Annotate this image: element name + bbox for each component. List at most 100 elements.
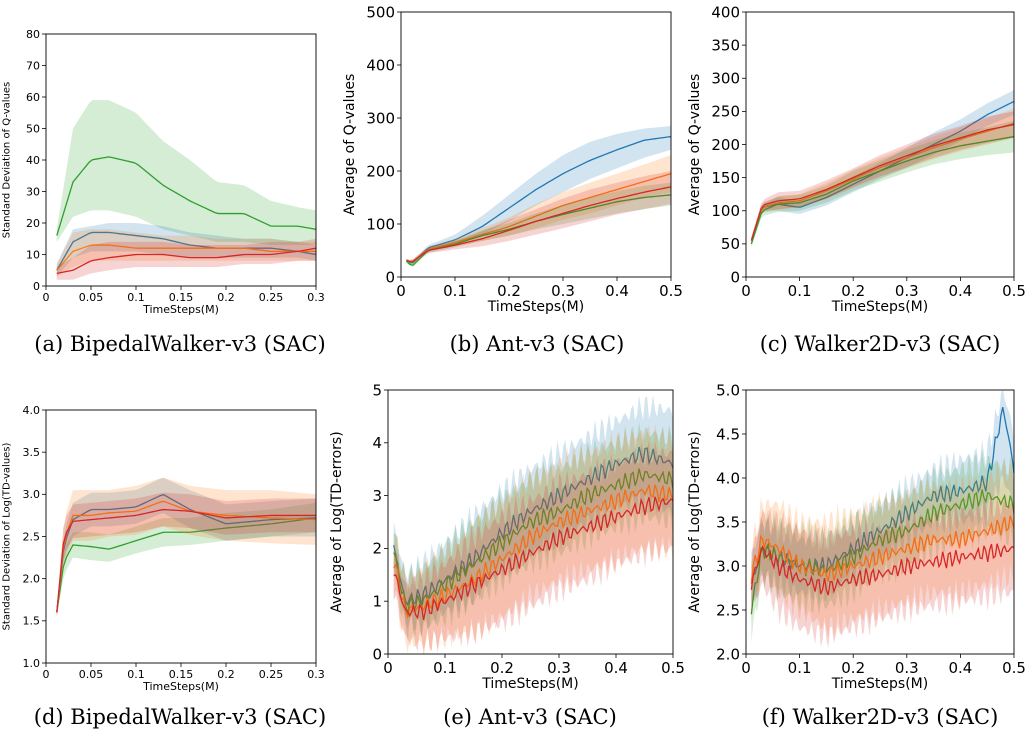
chart-d-line-1	[56, 494, 316, 613]
chart-e-band-0	[393, 394, 673, 637]
chart-b-ytick-label-3: 300	[366, 109, 395, 127]
chart-a-xtick-label-2: 0.1	[127, 291, 145, 304]
chart-d-caption: (d) BipedalWalker-v3 (SAC)	[33, 705, 327, 729]
chart-c-ytick-label-1: 50	[721, 235, 740, 253]
chart-b-xtick-label-4: 0.4	[605, 282, 629, 300]
chart-d-xtick-label-2: 0.1	[127, 668, 145, 681]
chart-d-band-0	[56, 502, 316, 617]
chart-f-ytick-label-2: 3.0	[716, 557, 740, 575]
chart-d-ytick-label-6: 4.0	[23, 404, 41, 417]
chart-d-ytick-label-1: 1.5	[23, 615, 41, 628]
chart-a-ytick-label-1: 10	[26, 248, 40, 261]
chart-f-xtick-label-2: 0.2	[841, 659, 865, 677]
chart-a-series-group	[56, 100, 316, 280]
chart-e-ylabel: Average of Log(TD-errors)	[329, 431, 345, 612]
chart-a-ytick-label-7: 70	[26, 59, 40, 72]
chart-e-xtick-label-2: 0.2	[490, 659, 514, 677]
chart-d-xtick-label-5: 0.25	[259, 668, 284, 681]
chart-f-ytick-label-3: 3.5	[716, 513, 740, 531]
chart-b-xtick-label-5: 0.5	[659, 282, 683, 300]
chart-b-frame	[400, 11, 672, 278]
chart-e-ytick-label-1: 1	[372, 592, 382, 610]
chart-a-ytick-label-0: 0	[33, 280, 40, 293]
chart-c-xtick-label-0: 0	[741, 282, 751, 300]
chart-f-caption: (f) Walker2D-v3 (SAC)	[761, 705, 999, 729]
chart-f-xtick-label-5: 0.5	[1002, 659, 1026, 677]
chart-e-frame	[387, 389, 674, 655]
chart-d-series-group	[56, 477, 316, 617]
chart-e-line-3	[393, 496, 673, 621]
chart-a-xtick-label-4: 0.2	[217, 291, 235, 304]
chart-d-ytick-label-2: 2.0	[23, 573, 41, 586]
chart-f-series-group	[750, 390, 1014, 649]
chart-b-band-2	[406, 182, 671, 267]
chart-b-caption: (b) Ant-v3 (SAC)	[449, 332, 625, 356]
chart-e-series-group	[393, 394, 673, 654]
chart-c-ytick-label-6: 300	[711, 70, 740, 88]
chart-d-line-2	[56, 500, 316, 613]
chart-d-band-3	[56, 492, 316, 617]
chart-e-xtick-label-5: 0.5	[661, 659, 685, 677]
chart-f-ytick-label-1: 2.5	[716, 601, 740, 619]
chart-d-line-0	[56, 517, 316, 613]
chart-c-ytick-label-7: 350	[711, 36, 740, 54]
chart-e-band-3	[393, 440, 673, 654]
chart-b-xtick-label-1: 0.1	[443, 282, 467, 300]
chart-a-line-2	[56, 244, 316, 271]
chart-e-xtick-label-4: 0.4	[604, 659, 628, 677]
chart-e-xtick-label-3: 0.3	[547, 659, 571, 677]
chart-a-line-0	[56, 156, 316, 236]
chart-c-band-3	[751, 111, 1014, 244]
chart-a-ytick-label-3: 30	[26, 185, 40, 198]
chart-f-ylabel: Average of Log(TD-errors)	[687, 431, 703, 612]
chart-e-line-2	[393, 483, 673, 620]
chart-a-caption: (a) BipedalWalker-v3 (SAC)	[34, 332, 326, 356]
chart-b-band-3	[406, 171, 671, 264]
chart-a-ytick-label-2: 20	[26, 217, 40, 230]
chart-c-series-group	[750, 90, 1014, 248]
chart-f-band-2	[751, 458, 1014, 639]
chart-c-xtick-label-4: 0.4	[948, 282, 972, 300]
chart-d-xtick-label-1: 0.05	[79, 668, 104, 681]
chart-f-xlabel: TimeSteps(M)	[831, 676, 928, 692]
chart-b-xtick-label-3: 0.3	[551, 282, 575, 300]
chart-a-band-3	[56, 238, 316, 280]
chart-c-line-3	[750, 123, 1014, 241]
chart-d-xtick-label-3: 0.15	[169, 668, 194, 681]
chart-e-ytick-label-0: 0	[372, 645, 382, 663]
chart-d-ytick-label-5: 3.5	[23, 446, 41, 459]
chart-c-line-2	[750, 135, 1014, 245]
chart-c-ytick-label-4: 200	[711, 136, 740, 154]
chart-f-band-1	[751, 449, 1014, 644]
chart-a-xtick-label-1: 0.05	[79, 291, 104, 304]
chart-e-line-0	[393, 446, 673, 607]
chart-f-ytick-label-6: 5.0	[716, 381, 740, 399]
chart-a-line-3	[56, 247, 316, 275]
chart-f-ytick-label-5: 4.5	[716, 425, 740, 443]
chart-a-band-1	[56, 223, 316, 277]
chart-e-line-1	[393, 468, 673, 615]
chart-c-ytick-label-5: 250	[711, 103, 740, 121]
chart-f-band-3	[751, 495, 1014, 649]
chart-a-line-1	[56, 231, 316, 271]
chart-c-band-2	[751, 120, 1014, 248]
chart-e-ytick-label-5: 5	[372, 381, 382, 399]
chart-d-xtick-label-6: 0.3	[307, 668, 325, 681]
chart-e-xtick-label-0: 0	[383, 659, 393, 677]
chart-f-xtick-label-0: 0	[741, 659, 751, 677]
chart-c-xtick-label-5: 0.5	[1002, 282, 1026, 300]
chart-a-xtick-label-0: 0	[43, 291, 50, 304]
chart-e-ytick-label-2: 2	[372, 540, 382, 558]
chart-c-ytick-label-8: 400	[711, 3, 740, 21]
chart-c-ytick-label-3: 150	[711, 169, 740, 187]
chart-e-caption: (e) Ant-v3 (SAC)	[443, 705, 617, 729]
